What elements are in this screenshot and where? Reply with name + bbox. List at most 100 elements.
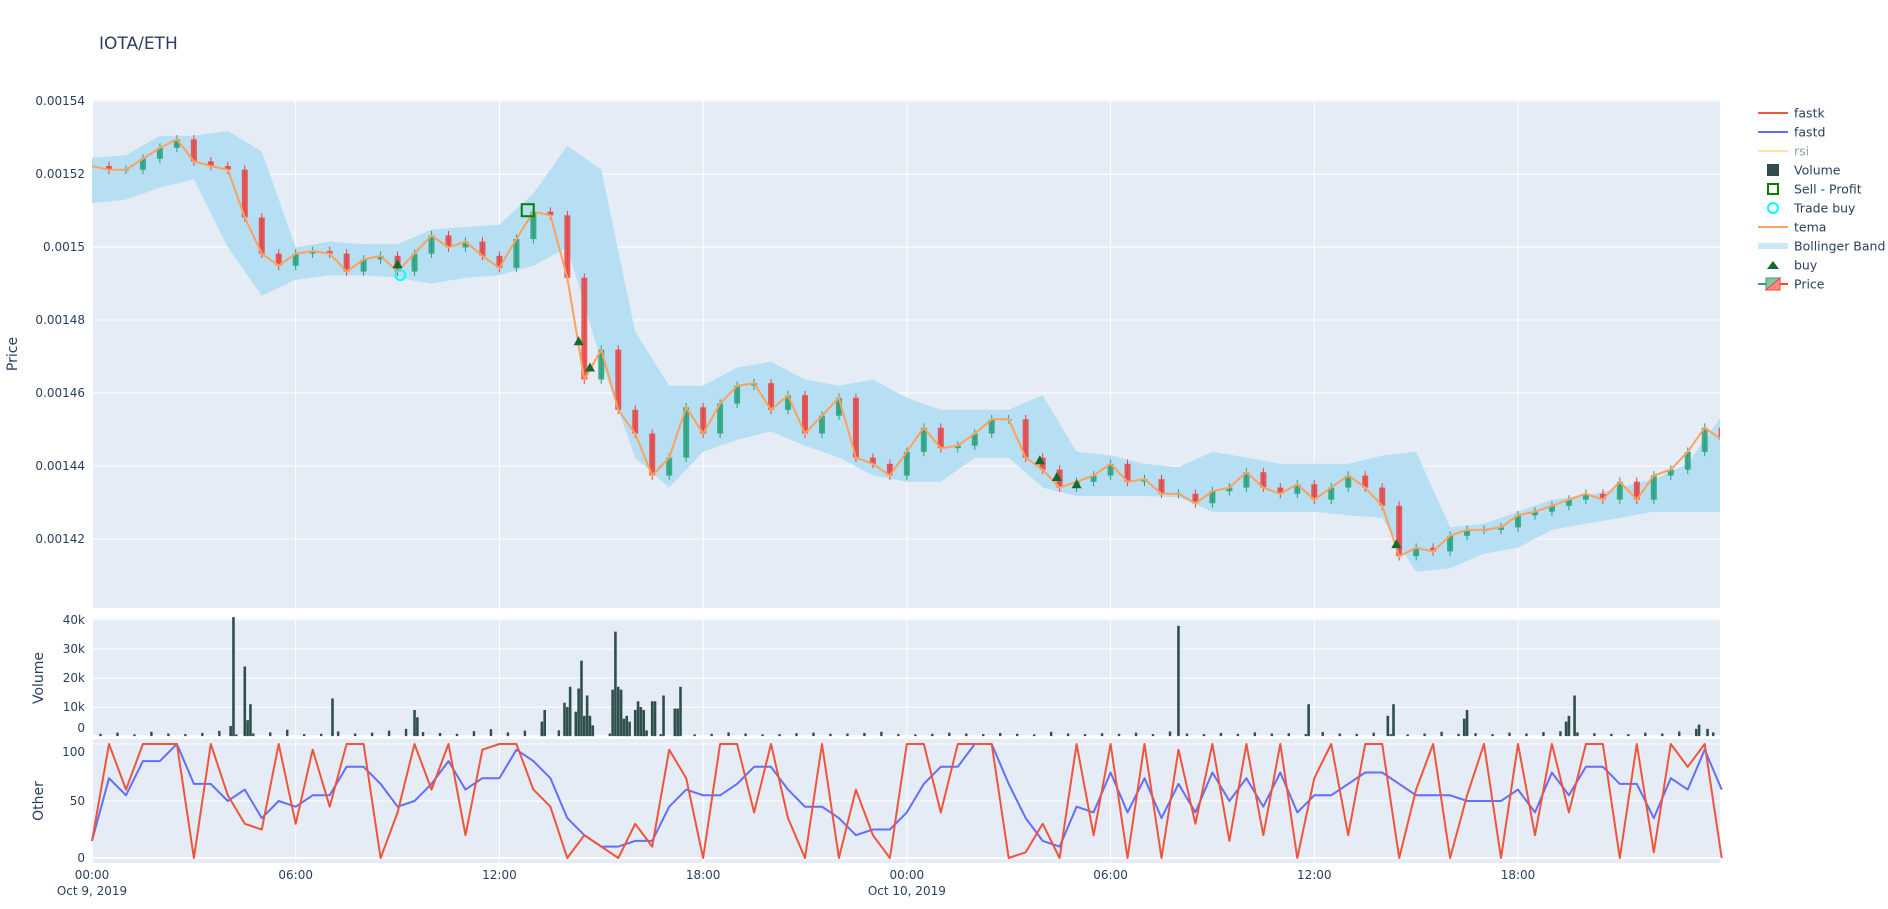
bollinger-band-area — [92, 131, 1720, 572]
volume-bar — [897, 734, 900, 737]
volume-bar — [1117, 733, 1121, 737]
volume-bar — [1032, 734, 1036, 737]
candle-increasing — [971, 433, 978, 446]
legend-item-price[interactable]: Price — [1758, 277, 1825, 292]
x-tick-date-label: Oct 9, 2019 — [57, 884, 127, 898]
legend-label: Price — [1794, 277, 1825, 292]
legend-item-trade-buy[interactable]: Trade buy — [1767, 201, 1856, 216]
volume-bar — [1236, 733, 1240, 737]
volume-bar — [167, 733, 170, 737]
volume-bar — [812, 732, 815, 737]
chart-title: IOTA/ETH — [99, 34, 178, 54]
volume-bar — [616, 686, 620, 737]
candle-decreasing — [1396, 505, 1403, 557]
volume-bar — [286, 729, 289, 737]
legend: fastk fastd rsi Volume Sell - Profit Trade bu… — [1758, 106, 1885, 292]
candle-decreasing — [1158, 479, 1165, 494]
y-tick-label: 0.00148 — [35, 313, 85, 327]
volume-bar — [591, 725, 595, 737]
candle-increasing — [1328, 487, 1335, 500]
legend-item-volume[interactable]: Volume — [1767, 163, 1841, 178]
volume-bar — [693, 734, 696, 737]
volume-bar — [1712, 732, 1715, 737]
legend-item-rsi[interactable]: rsi — [1758, 144, 1809, 159]
volume-bar — [1661, 733, 1664, 737]
candle-decreasing — [1022, 419, 1029, 458]
candle-increasing — [462, 241, 469, 248]
volume-bar — [1627, 734, 1630, 737]
volume-bar — [336, 731, 340, 737]
volume-bar — [639, 707, 643, 737]
candle-increasing — [377, 255, 384, 260]
volume-bar — [662, 695, 665, 737]
volume-bar — [1219, 732, 1223, 737]
legend-item-bollinger-band[interactable]: Bollinger Band — [1758, 239, 1885, 254]
y-tick-label: 0.00144 — [35, 459, 85, 473]
y-tick-label: 0.00146 — [35, 386, 85, 400]
volume-bar — [846, 733, 849, 737]
candle-decreasing — [801, 395, 808, 434]
volume-bar — [608, 733, 611, 737]
volume-bar — [252, 733, 255, 737]
candle-increasing — [1413, 547, 1420, 557]
legend-label: Volume — [1794, 163, 1841, 178]
volume-bar — [229, 725, 232, 737]
candle-increasing — [1650, 475, 1657, 500]
volume-bar — [1567, 715, 1571, 737]
volume-bar — [184, 734, 187, 737]
candle-increasing — [513, 239, 520, 268]
price-panel[interactable] — [92, 100, 1720, 608]
y-tick-label: 0.0015 — [43, 240, 85, 254]
volume-bar — [676, 708, 679, 737]
volume-bar — [619, 689, 623, 737]
x-tick-label: 12:00 — [1297, 868, 1332, 882]
volume-bar — [645, 730, 648, 737]
legend-item-sell-profit[interactable]: Sell - Profit — [1767, 182, 1862, 197]
legend-item-fastd[interactable]: fastd — [1758, 125, 1825, 140]
candle-increasing — [903, 451, 910, 476]
volume-bar — [201, 732, 204, 737]
x-tick-label: 06:00 — [278, 868, 313, 882]
volume-bar — [1440, 731, 1443, 737]
buy-signal-marker — [584, 362, 595, 372]
volume-bar — [1338, 733, 1341, 737]
candle-increasing — [1226, 487, 1233, 492]
volume-bar — [568, 686, 572, 737]
volume-bar — [1406, 734, 1409, 737]
volume-bar — [580, 660, 583, 737]
volume-bar — [1304, 734, 1307, 737]
volume-bar — [1542, 732, 1545, 737]
volume-bar — [622, 718, 626, 737]
candle-decreasing — [445, 235, 452, 248]
candle-increasing — [1447, 535, 1454, 552]
legend-item-fastk[interactable]: fastk — [1758, 106, 1825, 121]
tema-line — [92, 138, 1720, 558]
candle-decreasing — [1192, 493, 1199, 504]
volume-bar — [150, 731, 153, 737]
volume-bar — [421, 732, 425, 737]
volume-bar — [1573, 695, 1576, 737]
volume-bar — [625, 715, 629, 737]
candle-increasing — [1514, 515, 1521, 528]
candle-decreasing — [615, 349, 622, 410]
legend-item-tema[interactable]: tema — [1758, 220, 1826, 235]
candle-increasing — [666, 457, 673, 476]
volume-bar — [574, 711, 578, 737]
volume-bar — [1462, 718, 1466, 737]
x-tick-date-label: Oct 10, 2019 — [868, 884, 946, 898]
legend-label: Trade buy — [1793, 201, 1856, 216]
legend-item-buy[interactable]: buy — [1767, 258, 1818, 273]
candle-decreasing — [564, 215, 571, 278]
volume-bar — [353, 733, 357, 737]
volume-bar — [583, 715, 586, 737]
volume-bar — [416, 717, 419, 737]
volume-bar — [1202, 734, 1206, 737]
candle-decreasing — [1124, 463, 1131, 482]
volume-bar — [506, 732, 510, 737]
candle-increasing — [428, 235, 435, 254]
volume-bar — [1185, 733, 1189, 737]
volume-bar — [1355, 733, 1358, 737]
volume-bar — [249, 704, 252, 737]
volume-bar — [1610, 733, 1613, 737]
legend-open-square-icon — [1767, 183, 1779, 195]
